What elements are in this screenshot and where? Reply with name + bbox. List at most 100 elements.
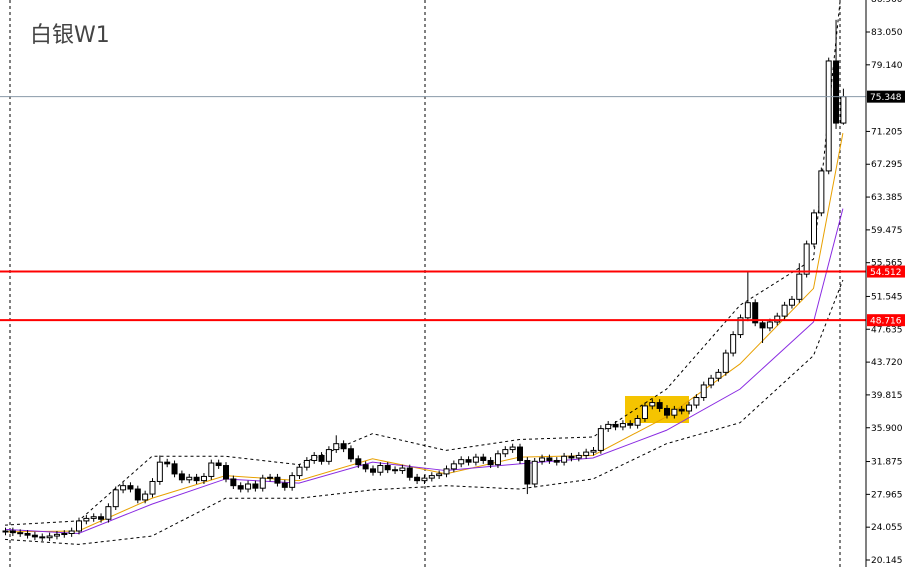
candle-body	[98, 516, 105, 520]
candle-body	[509, 446, 516, 451]
candle-body	[252, 483, 259, 489]
candle-body	[634, 418, 641, 426]
candle-body	[333, 443, 340, 451]
candle-body	[597, 428, 604, 451]
candle-body	[517, 446, 523, 461]
candle-body	[715, 371, 722, 379]
candle-body	[171, 463, 178, 475]
candle-body	[178, 473, 185, 481]
candle-body	[215, 462, 222, 467]
candle-body	[766, 321, 773, 329]
candle-body	[759, 322, 766, 329]
candle-body	[730, 334, 737, 354]
price-label-bg	[867, 90, 905, 103]
candle-body	[362, 464, 369, 470]
candle-body	[164, 461, 171, 465]
candle-body	[76, 520, 82, 532]
price-label: 75.348	[870, 93, 902, 103]
candle-body	[678, 408, 685, 412]
candle-body	[370, 468, 376, 473]
y-tick-label: 86.960	[871, 0, 903, 5]
candle-body	[744, 302, 751, 319]
candle-body	[487, 459, 494, 466]
candle-body	[811, 212, 817, 245]
price-label: 54.512	[870, 268, 902, 278]
candle-body	[245, 483, 252, 490]
candle-body	[392, 469, 399, 472]
y-tick-label: 31.875	[871, 458, 903, 468]
price-label: 48.716	[870, 317, 902, 327]
candle-body	[443, 468, 450, 475]
axis-labels: 86.960 83.050 79.140 71.205 67.295 63.385 59.4…	[866, 0, 905, 566]
candle-body	[575, 454, 582, 459]
indicator-line	[4, 279, 844, 545]
candle-body	[83, 517, 90, 522]
y-tick-label: 47.635	[871, 325, 903, 335]
candle-body	[223, 465, 229, 480]
candle-body	[274, 476, 281, 484]
price-label-bg	[867, 265, 905, 278]
candle-body	[2, 530, 9, 533]
candle-body	[208, 462, 215, 477]
candle-body	[546, 457, 553, 461]
candle-body	[590, 449, 597, 453]
price-axis	[866, 0, 906, 567]
candle-body	[583, 451, 590, 456]
candle-body	[281, 482, 288, 488]
candle-body	[796, 273, 803, 300]
candle-body	[840, 96, 847, 124]
candle-body	[46, 535, 53, 539]
candle-body	[127, 485, 134, 490]
candle-body	[303, 459, 310, 468]
candle-body	[656, 402, 663, 409]
candle-body	[134, 488, 141, 501]
candle-body	[502, 449, 509, 455]
candle-body	[186, 476, 193, 481]
y-tick-label: 51.545	[871, 292, 903, 302]
candle-body	[289, 475, 296, 488]
y-tick-label: 71.205	[871, 127, 903, 137]
candle-body	[752, 302, 759, 324]
candle-body	[436, 473, 443, 477]
indicator-line	[4, 0, 841, 526]
candle-body	[568, 455, 575, 459]
candle-body	[112, 489, 119, 508]
candle-body	[664, 407, 670, 416]
y-tick-label: 27.965	[871, 490, 903, 500]
candle-body	[156, 461, 163, 482]
candle-body	[605, 423, 612, 430]
candle-body	[17, 532, 24, 535]
candle-body	[472, 456, 479, 463]
candle-body	[428, 475, 435, 479]
candle-body	[39, 536, 46, 539]
price-label-bg	[867, 314, 905, 327]
chart-title: 白银W1	[30, 23, 110, 48]
candle-body	[61, 533, 68, 536]
candle-body	[737, 317, 744, 336]
y-tick-label: 63.385	[871, 193, 903, 203]
candle-body	[142, 493, 149, 501]
candle-body	[355, 458, 362, 466]
candle-body	[399, 467, 406, 472]
candle-body	[311, 454, 318, 461]
candle-body	[68, 530, 75, 535]
candle-body	[296, 466, 303, 477]
candle-body	[200, 475, 207, 482]
candle-body	[531, 460, 538, 485]
candle-body	[539, 457, 546, 462]
candle-body	[149, 480, 156, 495]
candle-body	[700, 384, 707, 399]
y-tick-label: 67.295	[871, 160, 903, 170]
candle-body	[347, 448, 354, 460]
candle-body	[267, 476, 274, 479]
candle-body	[465, 459, 472, 463]
y-tick-label: 59.475	[871, 226, 903, 236]
candle-body	[524, 459, 531, 485]
candle-body	[377, 465, 384, 473]
candle-body	[24, 533, 31, 536]
candle-body	[818, 170, 825, 214]
candle-body	[340, 443, 347, 450]
candle-body	[561, 455, 568, 463]
y-tick-label: 83.050	[871, 28, 903, 38]
